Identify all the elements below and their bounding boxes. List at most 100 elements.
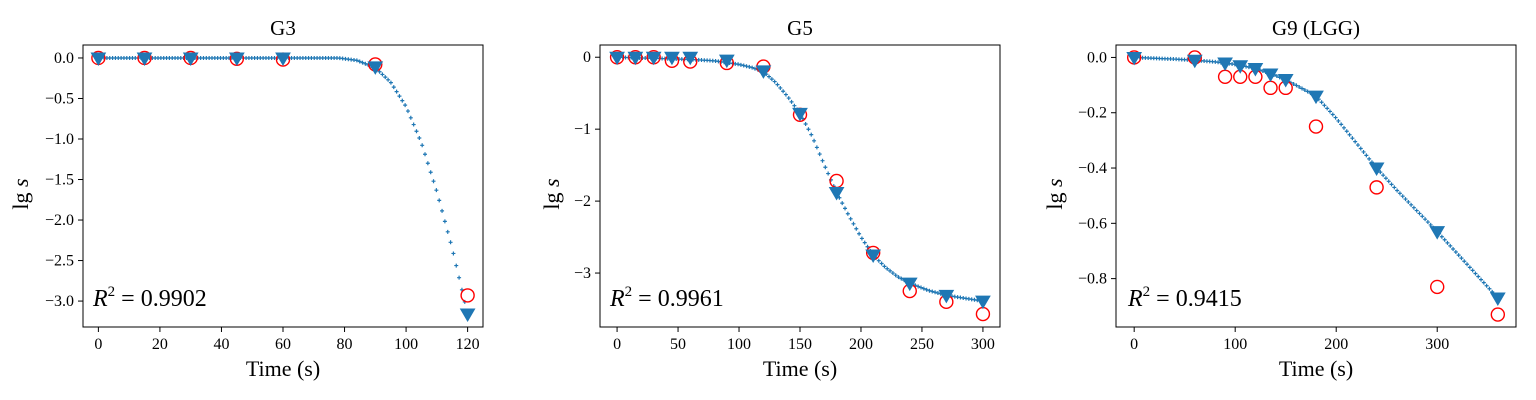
fit-curve-point <box>823 165 828 170</box>
series-predicted-marks <box>609 51 991 310</box>
fit-curve-point <box>1414 208 1419 213</box>
subplot-title: G5 <box>787 16 813 40</box>
predicted-data-point <box>1232 60 1249 74</box>
fit-curve-point <box>769 77 774 82</box>
fit-curve-point <box>1425 220 1430 225</box>
x-tick-label: 80 <box>337 336 353 353</box>
fit-curve-point <box>857 231 862 236</box>
fit-curve-point <box>772 79 777 84</box>
fit-curve-point <box>434 188 439 193</box>
fit-curve-point <box>826 171 831 176</box>
fit-curve-point <box>403 103 408 108</box>
fit-curve-point <box>1479 277 1484 282</box>
fit-curve-point <box>778 85 783 90</box>
predicted-data-point <box>459 308 476 323</box>
y-tick-label: −2.5 <box>45 253 74 270</box>
fit-curve-point <box>888 268 893 273</box>
fit-curve-point <box>1473 271 1478 276</box>
fit-curve-point <box>397 94 402 99</box>
x-axis-label: Time (s) <box>1279 356 1353 381</box>
fit-curve-point <box>445 229 450 234</box>
fit-curve-point <box>1300 86 1305 91</box>
plot-area-frame <box>599 44 1001 328</box>
fit-curve-point <box>1347 132 1352 137</box>
fit-curve-point <box>1423 217 1428 222</box>
fit-curve-point <box>383 75 388 80</box>
fit-curve-point <box>1336 118 1341 123</box>
predicted-data-point <box>627 51 644 66</box>
predicted-data-point <box>136 52 153 66</box>
predicted-data-point <box>182 52 199 66</box>
predicted-data-point <box>1429 226 1446 240</box>
subplot-3: G9 (LGG) 0 100 200 300 0.0 −0.2 −0.4 −0.6 −0.8 Tim… <box>1042 16 1517 381</box>
fit-curve-point <box>1302 88 1307 93</box>
predicted-data-point <box>938 289 955 304</box>
predicted-data-point <box>1489 292 1506 306</box>
fit-curve-point <box>1481 280 1486 285</box>
subplot-1: G3 0 20 40 60 80 100 120 0.0 −0.5 −1.0 −1.5 −2.0 −2.5… <box>8 16 484 381</box>
measured-data-point <box>1263 80 1278 96</box>
fit-curve-point <box>933 290 938 295</box>
fit-curve-point <box>859 236 864 241</box>
fit-curve-point <box>845 211 850 216</box>
x-tick-label: 0 <box>94 336 102 353</box>
fit-curve-point <box>767 74 772 79</box>
predicted-data-point <box>228 52 245 66</box>
x-tick-label: 0 <box>613 336 621 353</box>
subplot-title: G3 <box>270 16 296 40</box>
fit-curve-point <box>380 72 385 77</box>
y-tick-label: 0.0 <box>1087 49 1107 66</box>
fit-curve-point <box>781 89 786 94</box>
fit-curve-point <box>1403 197 1408 202</box>
fit-curve-point <box>1484 283 1489 288</box>
fit-curve-point <box>405 109 410 114</box>
predicted-data-point <box>1217 57 1233 71</box>
fit-curve-point <box>1439 234 1444 239</box>
fit-curve-point <box>1319 100 1324 105</box>
fit-curve-point <box>1451 246 1456 251</box>
fit-curve-point <box>363 61 368 66</box>
fit-curve-point <box>919 285 924 290</box>
fit-curve-point <box>848 216 853 221</box>
y-tick-label: −0.4 <box>1078 160 1107 177</box>
x-tick-label: 20 <box>152 336 168 353</box>
fit-curve-point <box>1274 74 1279 79</box>
x-tick-label: 300 <box>1425 336 1449 353</box>
measured-data-point <box>1369 180 1384 195</box>
predicted-data-point <box>828 186 845 201</box>
fit-curve-point <box>747 64 752 69</box>
y-tick-label: 0.0 <box>54 50 74 67</box>
fit-curve-point <box>411 122 416 127</box>
fit-curve-point <box>420 143 425 148</box>
fit-curve-point <box>876 258 881 263</box>
fit-curve-point <box>879 261 884 266</box>
y-tick-label: −3 <box>574 265 591 282</box>
fit-curve-point <box>1459 256 1464 261</box>
fit-curve-point <box>854 226 859 231</box>
fit-curve-point <box>792 103 797 108</box>
x-tick-label: 100 <box>1223 336 1247 353</box>
predicted-data-point <box>664 51 680 66</box>
x-tick-label: 120 <box>456 336 480 353</box>
fit-curve-point <box>817 152 822 157</box>
fit-curve-point <box>1381 173 1386 178</box>
series-measured-marks <box>91 50 475 303</box>
fit-curve-point <box>1445 240 1450 245</box>
fit-curve-point <box>1367 156 1372 161</box>
fit-curve-point <box>377 69 382 74</box>
fit-curve-point <box>1467 265 1472 270</box>
fit-curve-point <box>921 286 926 291</box>
y-tick-label: 0 <box>583 49 591 66</box>
predicted-data-point <box>865 249 882 264</box>
predicted-data-point <box>609 51 625 66</box>
fit-curve-point <box>388 80 393 85</box>
y-tick-label: −0.6 <box>1078 215 1107 232</box>
predicted-data-point <box>718 54 735 69</box>
fit-curve-point <box>786 96 791 101</box>
fit-curve-point <box>1453 250 1458 255</box>
x-tick-label: 100 <box>727 336 751 353</box>
fit-curve-point <box>1364 153 1369 158</box>
fit-curve-point <box>360 60 365 65</box>
fit-curve-point <box>400 98 405 103</box>
predicted-data-point <box>755 65 772 79</box>
